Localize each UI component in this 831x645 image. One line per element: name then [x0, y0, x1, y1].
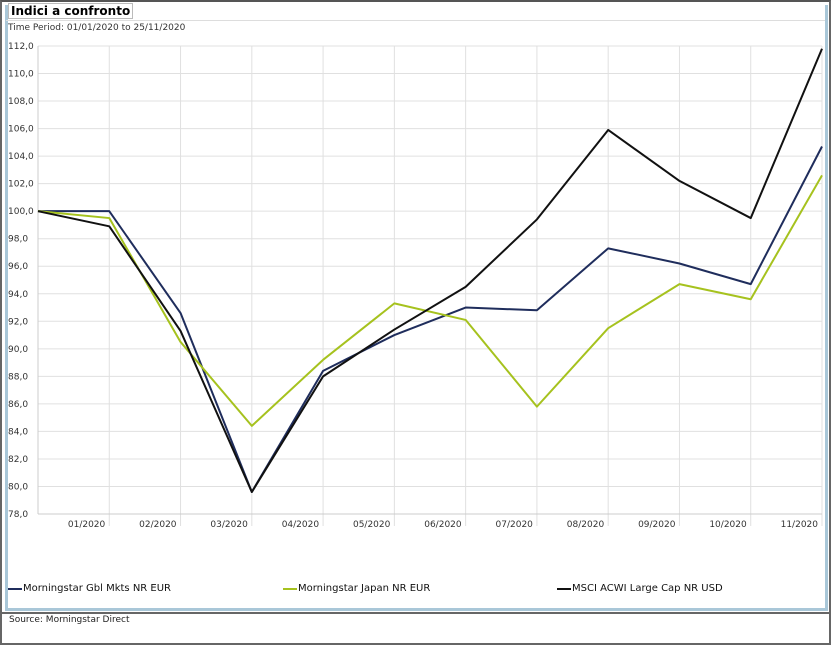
x-tick-label: 02/2020	[139, 520, 177, 530]
y-tick-label: 104,0	[8, 152, 34, 162]
chart-frame	[0, 0, 831, 614]
y-tick-label: 86,0	[8, 400, 28, 410]
legend-item-msci: MSCI ACWI Large Cap NR USD	[557, 583, 723, 594]
x-tick-label: 06/2020	[424, 520, 462, 530]
series-line-2	[37, 48, 823, 493]
x-tick-label: 09/2020	[638, 520, 676, 530]
y-tick-label: 98,0	[8, 235, 28, 245]
source-note: Source: Morningstar Direct	[9, 615, 130, 625]
legend-label: Morningstar Japan NR EUR	[298, 583, 431, 594]
y-tick-label: 94,0	[8, 290, 28, 300]
x-tick-label: 01/2020	[68, 520, 106, 530]
y-tick-label: 90,0	[8, 345, 28, 355]
footer: Source: Morningstar Direct	[0, 612, 831, 645]
series-line-0	[38, 146, 823, 493]
x-tick-label: 08/2020	[567, 520, 605, 530]
x-tick-label: 04/2020	[282, 520, 320, 530]
y-tick-label: 84,0	[8, 427, 28, 437]
legend-swatch	[283, 587, 297, 590]
legend-label: Morningstar Gbl Mkts NR EUR	[23, 583, 172, 594]
chart-panel	[5, 5, 828, 611]
y-tick-label: 80,0	[8, 482, 28, 492]
y-tick-label: 88,0	[8, 372, 28, 382]
x-tick-label: 07/2020	[496, 520, 534, 530]
time-period: Time Period: 01/01/2020 to 25/11/2020	[8, 23, 186, 33]
x-tick-label: 03/2020	[210, 520, 248, 530]
line-chart: 78,0 80,0 82,0 84,0 86,0 88,0 90,0 92,0 94,0 96,0…	[8, 42, 823, 530]
legend-swatch	[557, 587, 571, 590]
y-tick-label: 100,0	[8, 207, 34, 217]
y-tick-label: 78,0	[8, 510, 28, 520]
divider	[6, 20, 825, 21]
y-tick-label: 110,0	[8, 70, 34, 80]
legend-item-japan: Morningstar Japan NR EUR	[283, 583, 430, 594]
series-line-1	[37, 174, 823, 427]
chart-title: Indici a confronto	[8, 3, 134, 19]
y-tick-label: 102,0	[8, 180, 34, 190]
legend-item-gbl: Morningstar Gbl Mkts NR EUR	[8, 583, 171, 594]
y-tick-label: 96,0	[8, 262, 28, 272]
y-tick-label: 106,0	[8, 125, 34, 135]
legend-label: MSCI ACWI Large Cap NR USD	[572, 583, 723, 594]
x-tick-label: 05/2020	[353, 520, 391, 530]
legend-swatch	[8, 587, 22, 590]
x-tick-label: 11/2020	[781, 520, 819, 530]
y-tick-label: 112,0	[8, 42, 34, 52]
x-tick-label: 10/2020	[709, 520, 747, 530]
y-tick-label: 108,0	[8, 97, 34, 107]
y-tick-label: 92,0	[8, 317, 28, 327]
y-tick-label: 82,0	[8, 455, 28, 465]
